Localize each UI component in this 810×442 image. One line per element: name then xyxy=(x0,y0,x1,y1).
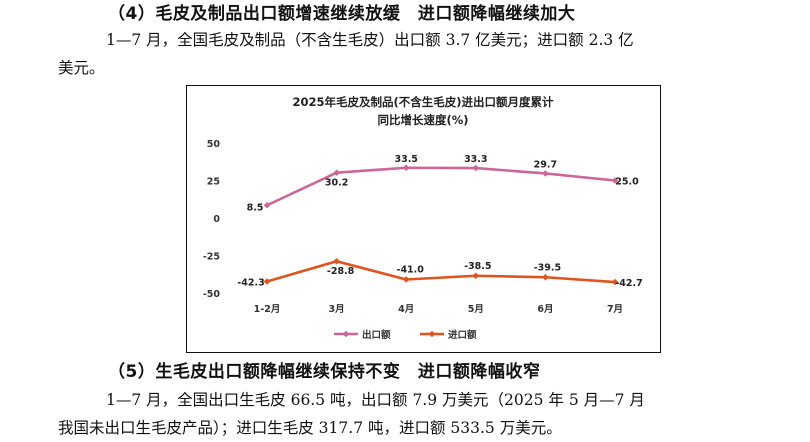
data-label: 30.2 xyxy=(325,178,348,189)
section5-paragraph-line2: 我国未出口生毛皮产品）；进口生毛皮 317.7 吨，进口额 533.5 万美元。 xyxy=(58,419,562,437)
section5-paragraph-line1: 1—7 月，全国出口生毛皮 66.5 吨，出口额 7.9 万美元（2025 年 … xyxy=(106,391,645,409)
x-tick-label: 1-2月 xyxy=(254,304,281,315)
data-point xyxy=(542,273,549,281)
data-label: -41.0 xyxy=(397,265,425,276)
data-label: -38.5 xyxy=(464,261,491,272)
chart-title-line1: 2025年毛皮及制品(不含生毛皮)进出口额月度累计 xyxy=(292,95,554,109)
legend-label: 进口额 xyxy=(448,329,477,341)
data-label: 8.5 xyxy=(247,202,264,213)
x-tick-label: 5月 xyxy=(468,304,484,315)
line-chart: 2025年毛皮及制品(不含生毛皮)进出口额月度累计 同比增长速度(%) 50 25… xyxy=(203,95,643,341)
data-label: 33.3 xyxy=(464,154,487,165)
data-point xyxy=(472,164,480,172)
data-label: 29.7 xyxy=(534,159,557,170)
y-tick-label: 25 xyxy=(207,177,220,188)
y-tick-label: -50 xyxy=(203,289,221,300)
legend-marker xyxy=(428,330,436,338)
data-point xyxy=(402,164,410,172)
section5-paragraph: 1—7 月，全国出口生毛皮 66.5 吨，出口额 7.9 万美元（2025 年 … xyxy=(58,386,645,442)
section4-heading: （4）毛皮及制品出口额增速继续放缓 进口额降幅继续加大 xyxy=(108,4,576,24)
series-line-export xyxy=(266,166,616,207)
series-line-import xyxy=(266,259,616,284)
chart-container: 2025年毛皮及制品(不含生毛皮)进出口额月度累计 同比增长速度(%) 50 25… xyxy=(186,85,661,353)
section4-paragraph-line1: 1—7 月，全国毛皮及制品（不含生毛皮）出口额 3.7 亿美元；进口额 2.3 … xyxy=(106,31,634,49)
data-label: 33.5 xyxy=(394,154,417,165)
legend-marker xyxy=(342,330,350,338)
y-tick-label: 50 xyxy=(207,139,221,150)
section5-heading: （5）生毛皮出口额降幅继续保持不变 进口额降幅收窄 xyxy=(108,362,541,382)
x-tick-label: 4月 xyxy=(398,304,414,315)
y-tick-label: 0 xyxy=(213,214,220,225)
legend-label: 出口额 xyxy=(362,329,391,341)
data-label: -42.3 xyxy=(237,277,264,288)
data-point xyxy=(472,272,480,280)
data-point xyxy=(542,170,549,177)
data-point xyxy=(263,278,271,285)
data-point xyxy=(263,201,271,209)
data-point xyxy=(333,169,340,176)
data-point xyxy=(333,257,340,265)
data-point xyxy=(611,278,619,286)
data-label: 25.0 xyxy=(615,177,639,188)
section4-paragraph-line2: 美元。 xyxy=(58,59,105,77)
data-label: -42.7 xyxy=(615,278,642,289)
section4-paragraph: 1—7 月，全国毛皮及制品（不含生毛皮）出口额 3.7 亿美元；进口额 2.3 … xyxy=(58,26,634,82)
data-label: -39.5 xyxy=(534,262,561,273)
data-point xyxy=(402,276,410,283)
x-tick-label: 7月 xyxy=(607,304,623,315)
x-tick-label: 6月 xyxy=(537,304,553,315)
data-label: -28.8 xyxy=(327,266,355,277)
x-tick-label: 3月 xyxy=(329,304,345,315)
chart-title-line2: 同比增长速度(%) xyxy=(377,113,468,127)
y-tick-label: -25 xyxy=(203,252,220,263)
